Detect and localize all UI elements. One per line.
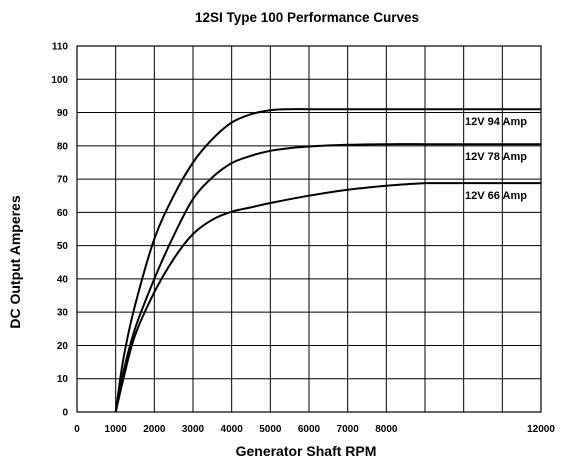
series-line — [114, 108, 541, 413]
series-label: 12V 78 Amp — [465, 151, 527, 163]
series-lines — [114, 108, 541, 413]
x-axis-label: Generator Shaft RPM — [236, 443, 377, 459]
x-tick-label: 1000 — [105, 424, 128, 435]
x-tick-label: 0 — [74, 424, 80, 435]
y-tick-label: 30 — [57, 308, 69, 319]
chart-title: 12SI Type 100 Performance Curves — [195, 10, 419, 25]
y-tick-label: 20 — [57, 341, 69, 352]
grid — [76, 45, 542, 413]
series-line — [114, 143, 541, 413]
series-line — [114, 182, 541, 413]
y-tick-label: 110 — [52, 42, 69, 53]
y-tick-label: 0 — [62, 408, 68, 419]
y-tick-label: 50 — [57, 241, 69, 252]
y-tick-label: 100 — [51, 75, 68, 86]
y-tick-label: 80 — [57, 141, 69, 152]
x-tick-label: 3000 — [182, 424, 205, 435]
y-tick-label: 40 — [57, 274, 69, 285]
y-tick-label: 60 — [57, 208, 69, 219]
x-tick-labels: 0 1000 2000 3000 4000 5000 6000 7000 8000 12000 — [74, 424, 555, 435]
y-axis-label: DC Output Amperes — [7, 195, 23, 328]
x-tick-label: 7000 — [337, 424, 360, 435]
y-tick-labels: 0 10 20 30 40 50 60 70 80 90 100 110 — [51, 42, 68, 419]
x-tick-label: 5000 — [259, 424, 282, 435]
y-tick-label: 90 — [57, 108, 69, 119]
y-tick-label: 70 — [57, 175, 69, 186]
x-tick-label: 6000 — [298, 424, 321, 435]
y-tick-label: 10 — [57, 374, 69, 385]
x-tick-label: 12000 — [527, 424, 555, 435]
series-labels: 12V 94 Amp 12V 78 Amp 12V 66 Amp — [465, 116, 527, 202]
x-tick-label: 8000 — [375, 424, 398, 435]
series-label: 12V 94 Amp — [465, 116, 527, 128]
x-tick-label: 4000 — [221, 424, 244, 435]
x-tick-label: 2000 — [143, 424, 166, 435]
series-label: 12V 66 Amp — [465, 190, 527, 202]
plot-frame — [76, 45, 542, 413]
